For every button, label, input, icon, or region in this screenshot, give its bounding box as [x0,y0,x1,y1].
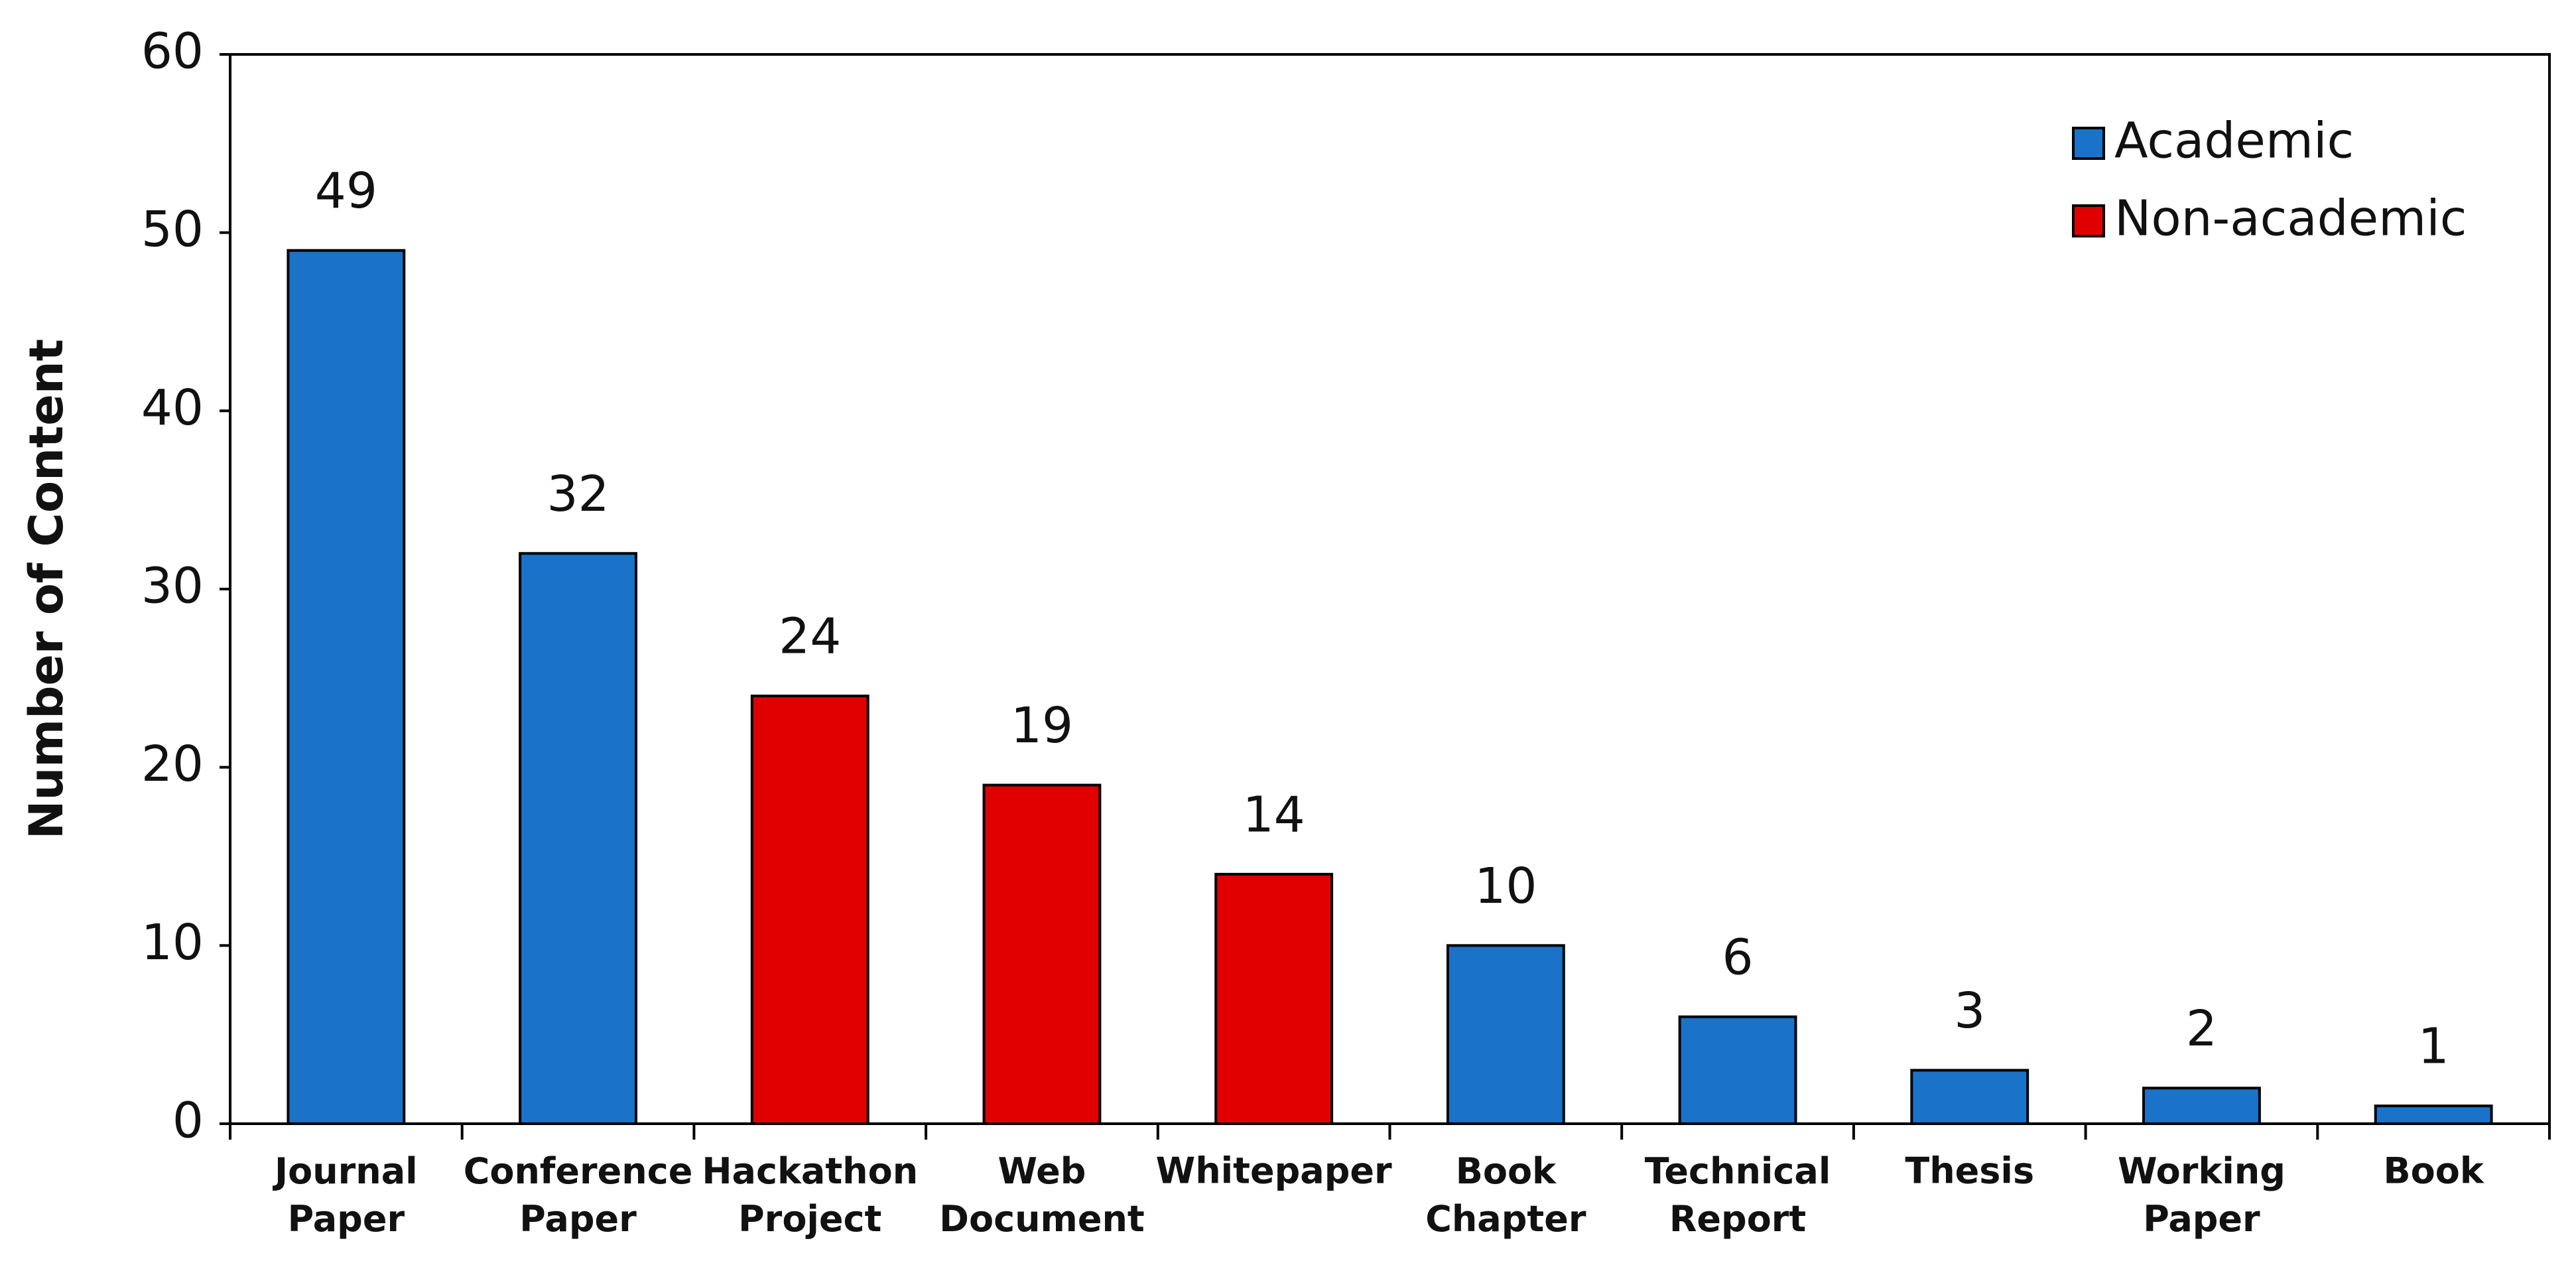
value-label: 14 [1243,786,1305,843]
value-label: 10 [1474,858,1537,915]
value-label: 6 [1722,929,1754,986]
y-tick-label: 20 [141,736,204,793]
x-tick-label: Thesis [1905,1150,2034,1192]
bar [1446,944,1565,1126]
value-label: 24 [779,608,841,665]
bar [750,695,869,1125]
x-tick-label: Working Paper [2118,1150,2286,1240]
y-tick-label: 40 [141,379,204,436]
y-tick-label: 10 [141,914,204,971]
bar [982,783,1102,1125]
value-label: 32 [547,466,609,523]
bar [287,249,406,1125]
legend-label: Non-academic [2114,190,2467,247]
value-label: 1 [2418,1018,2449,1075]
bar [1214,872,1334,1126]
x-tick-label: Hackathon Project [702,1150,918,1240]
y-tick-label: 60 [141,23,204,80]
x-tick-label: Whitepaper [1156,1150,1392,1192]
value-label: 3 [1954,982,1985,1039]
x-tick-label: Conference Paper [464,1150,693,1240]
y-tick-label: 0 [172,1093,204,1150]
value-label: 49 [315,163,377,220]
x-tick-label: Journal Paper [272,1150,418,1240]
bar [2374,1104,2493,1125]
x-tick-label: Technical Report [1645,1150,1831,1240]
x-tick-label: Web Document [939,1150,1145,1240]
x-tick-label: Book [2384,1150,2484,1192]
y-tick-label: 50 [141,201,204,258]
plot-frame [229,53,2551,1125]
value-label: 19 [1011,697,1073,754]
bar [2142,1087,2261,1126]
legend-swatch [2072,127,2105,160]
x-tick-label: Book Chapter [1425,1150,1586,1240]
y-axis-title: Number of Content [19,339,74,839]
legend-swatch [2072,204,2105,237]
bar [1910,1069,2029,1126]
legend-label: Academic [2114,113,2354,170]
value-label: 2 [2186,1000,2217,1057]
y-tick-label: 30 [141,558,204,615]
bar [519,552,637,1125]
bar [1678,1015,1797,1126]
